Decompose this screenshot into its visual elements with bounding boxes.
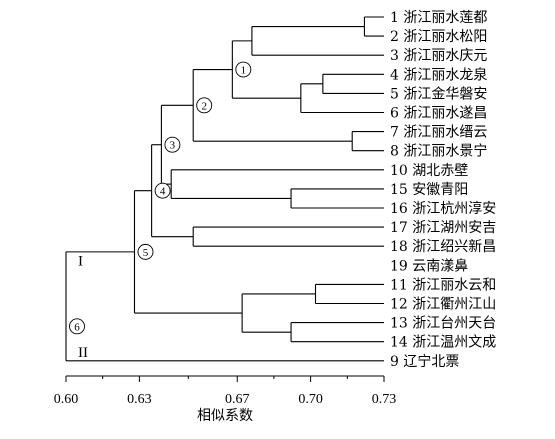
node-marker-number: 4 <box>160 186 166 198</box>
node-marker-circle <box>154 182 171 199</box>
leaf-label: 4 浙江丽水龙泉 <box>390 66 487 83</box>
x-axis-ticks: 0.60 0.63 0.67 0.70 0.73 <box>54 376 397 407</box>
leaf-label: 10 湖北赤壁 <box>390 163 468 179</box>
leaf-label: 12 浙江衢州江山 <box>390 296 496 313</box>
node-marker-circle <box>137 243 154 260</box>
leaf-labels: 1 浙江丽水莲都 2 浙江丽水松阳 3 浙江丽水庆元 4 浙江丽水龙泉 5 浙江金华磐安… <box>390 10 496 370</box>
x-axis-title: 相似系数 <box>197 408 253 424</box>
node-marker-circle <box>235 61 252 78</box>
group-label-II: II <box>78 345 88 361</box>
leaf-label: 3 浙江丽水庆元 <box>390 48 487 64</box>
node-markers: 1 2 3 4 5 6 <box>69 61 252 335</box>
group-label-I: I <box>78 253 83 269</box>
leaf-label: 14 浙江温州文成 <box>390 335 496 351</box>
node-marker-number: 6 <box>74 321 80 333</box>
leaf-label: 19 云南漾鼻 <box>390 257 468 274</box>
leaf-label: 18 浙江绍兴新昌 <box>390 239 496 255</box>
leaf-label: 2 浙江丽水松阳 <box>390 29 487 45</box>
leaf-label: 13 浙江台州天台 <box>390 316 496 332</box>
leaf-label: 5 浙江金华磐安 <box>390 86 487 102</box>
x-tick-label: 0.70 <box>298 392 323 407</box>
x-tick-label: 0.67 <box>225 392 250 407</box>
leaf-label: 16 浙江杭州淳安 <box>390 200 496 217</box>
leaf-label: 9 辽宁北票 <box>390 353 459 370</box>
node-marker-circle <box>69 318 85 335</box>
node-marker-number: 5 <box>143 247 149 259</box>
x-axis: 0.60 0.63 0.67 0.70 0.73 相似系数 <box>54 375 397 424</box>
node-marker-circle <box>164 136 181 153</box>
dendrogram-branches <box>65 16 384 362</box>
node-marker-number: 2 <box>201 100 207 112</box>
node-marker-circle <box>196 97 213 114</box>
leaf-label: 1 浙江丽水莲都 <box>390 10 487 26</box>
leaf-label: 6 浙江丽水遂昌 <box>390 106 487 122</box>
node-marker-number: 1 <box>241 65 247 77</box>
leaf-label: 15 安徽青阳 <box>390 182 468 198</box>
x-tick-label: 0.63 <box>127 392 152 407</box>
group-labels: III <box>78 253 88 360</box>
node-marker-number: 3 <box>170 140 176 152</box>
leaf-label: 11 浙江丽水云和 <box>390 277 496 293</box>
leaf-label: 17 浙江湖州安吉 <box>390 220 496 236</box>
x-tick-label: 0.60 <box>54 392 79 407</box>
leaf-label: 8 浙江丽水景宁 <box>390 143 487 160</box>
leaf-label: 7 浙江丽水缙云 <box>390 125 487 141</box>
x-tick-label: 0.73 <box>372 392 397 407</box>
